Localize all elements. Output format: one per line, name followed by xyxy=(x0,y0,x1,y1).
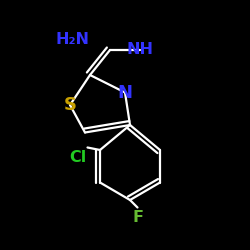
Text: N: N xyxy=(118,84,132,102)
Text: S: S xyxy=(64,96,76,114)
Text: NH: NH xyxy=(126,42,154,58)
Text: Cl: Cl xyxy=(69,150,86,165)
Text: H₂N: H₂N xyxy=(56,32,90,48)
Text: F: F xyxy=(132,210,143,225)
